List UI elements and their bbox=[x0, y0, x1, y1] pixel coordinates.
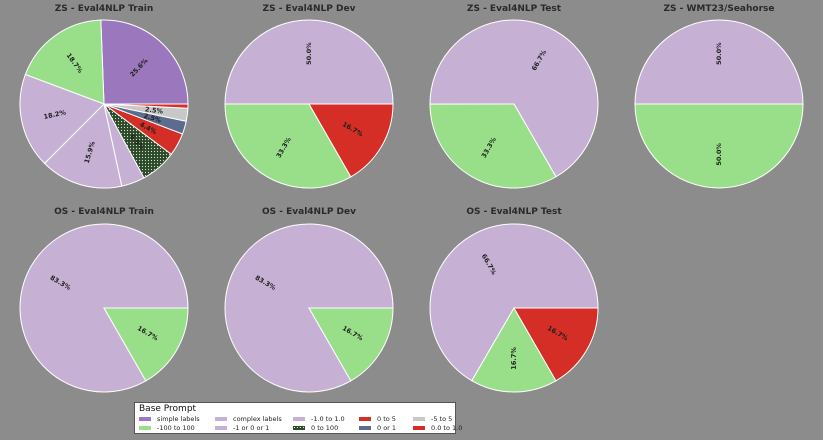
pie-percent-label: 50.0% bbox=[715, 143, 723, 166]
pie-slice-1-or-0-or-1 bbox=[43, 102, 123, 189]
legend-item-0-to-5: 0 to 5 bbox=[359, 414, 413, 423]
legend-label: 0 or 1 bbox=[377, 423, 397, 432]
legend-title: Base Prompt bbox=[139, 404, 197, 414]
pie-slice-100-to-100 bbox=[224, 103, 352, 189]
pie-slice-1-0-to-1-0 bbox=[634, 19, 804, 105]
pie-slice-100-to-100 bbox=[634, 103, 804, 189]
pie-percent-label: 50.0% bbox=[305, 42, 313, 65]
legend-label: 0.0 to 1.0 bbox=[431, 423, 463, 432]
legend-swatch bbox=[413, 416, 425, 421]
legend-label: -5 to 5 bbox=[431, 414, 453, 423]
pie-title: ZS - Eval4NLP Dev bbox=[263, 4, 356, 14]
pie-title: ZS - Eval4NLP Test bbox=[467, 4, 562, 14]
legend-item-1-0-to-1-0: -1.0 to 1.0 bbox=[293, 414, 359, 423]
pie-slice-100-to-100 bbox=[471, 307, 557, 393]
legend-label: -100 to 100 bbox=[157, 423, 195, 432]
legend-grid: simple labels -100 to 100 complex labels -1… bbox=[139, 414, 462, 432]
legend-swatch bbox=[413, 425, 425, 430]
legend-item-simple-labels: simple labels bbox=[139, 414, 215, 423]
pie-slice-100-to-100 bbox=[24, 19, 105, 105]
pie-slice-100-to-100 bbox=[103, 307, 189, 382]
legend-swatch bbox=[139, 416, 151, 421]
pie-title: OS - Eval4NLP Test bbox=[466, 207, 562, 217]
pie-4: ZS - WMT23/Seahorse 50.0% 50.0% bbox=[634, 4, 804, 189]
legend-item-0-to-100: 0 to 100 bbox=[293, 423, 359, 432]
pie-percent-label: 2.5% bbox=[145, 105, 164, 115]
pie-slice-100-to-100 bbox=[429, 103, 557, 189]
legend-item-0-0-to-1-0: 0.0 to 1.0 bbox=[413, 423, 463, 432]
pie-slice-100-to-100 bbox=[308, 307, 394, 382]
pie-slice-complex-labels bbox=[19, 73, 105, 165]
pie-slice-0-0-to-1-0 bbox=[513, 307, 599, 382]
pie-slice-0-0-to-1-0 bbox=[103, 103, 189, 109]
pie-percent-label: 16.7% bbox=[510, 347, 518, 370]
pie-percent-label: 50.0% bbox=[715, 42, 723, 65]
legend-label: simple labels bbox=[157, 414, 200, 423]
pie-title: ZS - WMT23/Seahorse bbox=[664, 4, 775, 14]
legend-swatch bbox=[215, 416, 227, 421]
legend-item-100-to-100: -100 to 100 bbox=[139, 423, 215, 432]
legend-swatch bbox=[359, 416, 371, 421]
legend-swatch bbox=[139, 425, 151, 430]
legend-label: 0 to 5 bbox=[377, 414, 396, 423]
legend-label: 0 to 100 bbox=[311, 423, 339, 432]
pie-slice-1-0-to-1-0 bbox=[429, 223, 599, 382]
pie-slice-simple-labels bbox=[100, 19, 189, 105]
legend-item-0-or-1: 0 or 1 bbox=[359, 423, 413, 432]
legend-label: -1.0 to 1.0 bbox=[311, 414, 345, 423]
legend-swatch bbox=[215, 425, 227, 430]
pie-slice-0-0-to-1-0 bbox=[308, 103, 394, 178]
legend-swatch bbox=[293, 425, 305, 430]
pie-slice-1-0-to-1-0 bbox=[429, 19, 599, 178]
legend-item-5-to-5: -5 to 5 bbox=[413, 414, 463, 423]
legend-swatch bbox=[293, 416, 305, 421]
legend-item-1-or-0-or-1: -1 or 0 or 1 bbox=[215, 423, 293, 432]
pie-title: ZS - Eval4NLP Train bbox=[55, 4, 154, 14]
pie-slice-1-0-to-1-0 bbox=[224, 19, 394, 105]
legend-label: complex labels bbox=[233, 414, 282, 423]
legend-label: -1 or 0 or 1 bbox=[233, 423, 270, 432]
legend-swatch bbox=[359, 425, 371, 430]
pie-title: OS - Eval4NLP Train bbox=[54, 207, 154, 217]
pie-title: OS - Eval4NLP Dev bbox=[262, 207, 356, 217]
legend-item-complex-labels: complex labels bbox=[215, 414, 293, 423]
legend: Base Prompt simple labels -100 to 100 comp… bbox=[134, 402, 462, 434]
